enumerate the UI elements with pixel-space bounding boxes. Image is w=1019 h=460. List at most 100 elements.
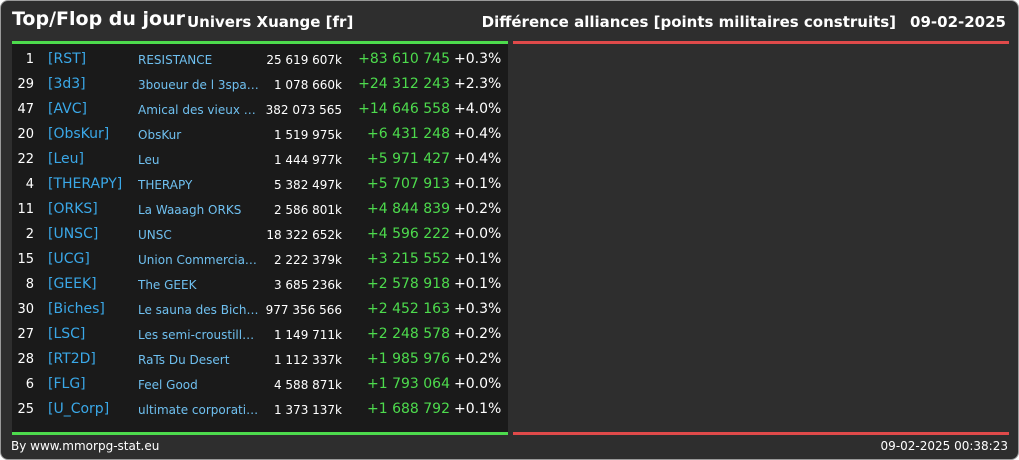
row-difference: +83 610 745 xyxy=(358,51,450,67)
row-points: 1 149 711k xyxy=(273,328,342,342)
row-points: 1 112 337k xyxy=(273,353,342,367)
row-percent: +0.0% xyxy=(454,226,502,242)
alliance-name-link[interactable]: ultimate corporation xyxy=(138,403,260,417)
alliance-tag-link[interactable]: [RT2D] xyxy=(48,351,96,367)
row-difference: +4 596 222 xyxy=(367,226,450,242)
row-rank: 4 xyxy=(25,177,34,192)
row-percent: +0.1% xyxy=(454,251,502,267)
row-points: 5 382 497k xyxy=(273,178,342,192)
header-right: Différence alliances [points militaires … xyxy=(482,13,1006,31)
alliance-name-link[interactable]: Feel Good xyxy=(138,378,198,392)
row-percent: +0.0% xyxy=(454,376,502,392)
row-percent: +0.4% xyxy=(454,151,502,167)
table-row: 28 [RT2D] RaTs Du Desert 1 112 337k +1 985 9… xyxy=(12,348,508,373)
row-points: 2 222 379k xyxy=(273,253,342,267)
alliance-tag-link[interactable]: [Leu] xyxy=(48,151,84,167)
alliance-tag-link[interactable]: [UCG] xyxy=(48,251,90,267)
alliance-tag-link[interactable]: [RST] xyxy=(48,51,87,67)
alliance-tag-link[interactable]: [UNSC] xyxy=(48,226,99,242)
footer-timestamp: 09-02-2025 00:38:23 xyxy=(880,439,1008,453)
alliance-name-link[interactable]: RaTs Du Desert xyxy=(138,353,230,367)
row-points: 1 078 660k xyxy=(273,78,342,92)
row-percent: +4.0% xyxy=(454,101,502,117)
alliance-name-link[interactable]: La Waaagh ORKS xyxy=(138,203,242,217)
row-percent: +0.2% xyxy=(454,201,502,217)
subtitle: Différence alliances [points militaires … xyxy=(481,13,897,31)
alliance-name-link[interactable]: Leu xyxy=(138,153,160,167)
table-row: 47 [AVC] Amical des vieux con 382 073 565 +1… xyxy=(12,98,508,123)
bottom-divider-red xyxy=(513,432,1009,435)
header-date: 09-02-2025 xyxy=(910,13,1006,31)
alliance-name-link[interactable]: THERAPY xyxy=(138,178,193,192)
row-percent: +0.3% xyxy=(454,301,502,317)
top-divider-green xyxy=(12,41,508,44)
row-difference: +3 215 552 xyxy=(367,251,450,267)
row-difference: +2 578 918 xyxy=(367,276,450,292)
table-row: 4 [THERAPY] THERAPY 5 382 497k +5 707 913 +0.… xyxy=(12,173,508,198)
row-rank: 29 xyxy=(17,77,34,92)
table-row: 29 [3d3] 3boueur de l 3space 1 078 660k +24 … xyxy=(12,73,508,98)
row-rank: 25 xyxy=(17,402,34,417)
row-difference: +24 312 243 xyxy=(358,76,450,92)
table-row: 30 [Biches] Le sauna des Biches 977 356 566… xyxy=(12,298,508,323)
row-rank: 15 xyxy=(17,252,34,267)
table-row: 1 [RST] RESISTANCE 25 619 607k +83 610 745 +0… xyxy=(12,48,508,73)
row-rank: 8 xyxy=(25,277,34,292)
alliance-tag-link[interactable]: [3d3] xyxy=(48,76,86,92)
alliance-tag-link[interactable]: [ORKS] xyxy=(48,201,98,217)
row-points: 1 373 137k xyxy=(273,403,342,417)
row-rank: 22 xyxy=(17,152,34,167)
row-percent: +0.1% xyxy=(454,401,502,417)
row-rank: 1 xyxy=(25,52,34,67)
row-difference: +14 646 558 xyxy=(358,101,450,117)
table-row: 20 [ObsKur] ObsKur 1 519 975k +6 431 248 +0.4… xyxy=(12,123,508,148)
row-percent: +0.1% xyxy=(454,276,502,292)
alliance-tag-link[interactable]: [ObsKur] xyxy=(48,126,110,142)
alliance-tag-link[interactable]: [GEEK] xyxy=(48,276,97,292)
row-points: 1 444 977k xyxy=(273,153,342,167)
row-rank: 11 xyxy=(17,202,34,217)
alliance-name-link[interactable]: ObsKur xyxy=(138,128,182,142)
row-points: 18 322 652k xyxy=(266,228,342,242)
alliance-name-link[interactable]: Amical des vieux con xyxy=(138,103,260,117)
row-difference: +1 688 792 xyxy=(367,401,450,417)
alliance-tag-link[interactable]: [LSC] xyxy=(48,326,86,342)
alliance-tag-link[interactable]: [Biches] xyxy=(48,301,105,317)
row-rank: 28 xyxy=(17,352,34,367)
row-rank: 27 xyxy=(17,327,34,342)
alliance-name-link[interactable]: Union Commerciale... xyxy=(138,253,260,267)
row-percent: +0.3% xyxy=(454,51,502,67)
row-points: 382 073 565 xyxy=(265,103,342,117)
alliance-tag-link[interactable]: [THERAPY] xyxy=(48,176,123,192)
row-percent: +0.2% xyxy=(454,326,502,342)
table-row: 11 [ORKS] La Waaagh ORKS 2 586 801k +4 844 8… xyxy=(12,198,508,223)
table-row: 25 [U_Corp] ultimate corporation 1 373 137k… xyxy=(12,398,508,423)
alliance-name-link[interactable]: The GEEK xyxy=(138,278,197,292)
table-row: 6 [FLG] Feel Good 4 588 871k +1 793 064 +0.0% xyxy=(12,373,508,398)
alliance-tag-link[interactable]: [FLG] xyxy=(48,376,86,392)
row-rank: 6 xyxy=(25,377,34,392)
alliance-tag-link[interactable]: [U_Corp] xyxy=(48,401,110,417)
footer-credit[interactable]: By www.mmorpg-stat.eu xyxy=(11,439,160,453)
universe-label: Univers Xuange [fr] xyxy=(187,13,354,31)
alliance-name-link[interactable]: UNSC xyxy=(138,228,172,242)
alliance-name-link[interactable]: RESISTANCE xyxy=(138,53,213,67)
alliance-name-link[interactable]: Les semi-croustilla... xyxy=(138,328,260,342)
row-difference: +5 707 913 xyxy=(367,176,450,192)
row-points: 3 685 236k xyxy=(273,278,342,292)
row-difference: +1 985 976 xyxy=(367,351,450,367)
row-difference: +4 844 839 xyxy=(367,201,450,217)
bottom-divider-green xyxy=(12,432,508,435)
row-percent: +0.4% xyxy=(454,126,502,142)
row-rank: 20 xyxy=(17,127,34,142)
flop-list xyxy=(513,44,1009,432)
alliance-tag-link[interactable]: [AVC] xyxy=(48,101,87,117)
table-row: 15 [UCG] Union Commerciale... 2 222 379k +3 … xyxy=(12,248,508,273)
row-rank: 2 xyxy=(25,227,34,242)
alliance-name-link[interactable]: Le sauna des Biches xyxy=(138,303,260,317)
row-difference: +6 431 248 xyxy=(367,126,450,142)
table-row: 8 [GEEK] The GEEK 3 685 236k +2 578 918 +0.1% xyxy=(12,273,508,298)
row-difference: +5 971 427 xyxy=(367,151,450,167)
alliance-name-link[interactable]: 3boueur de l 3space xyxy=(138,78,260,92)
